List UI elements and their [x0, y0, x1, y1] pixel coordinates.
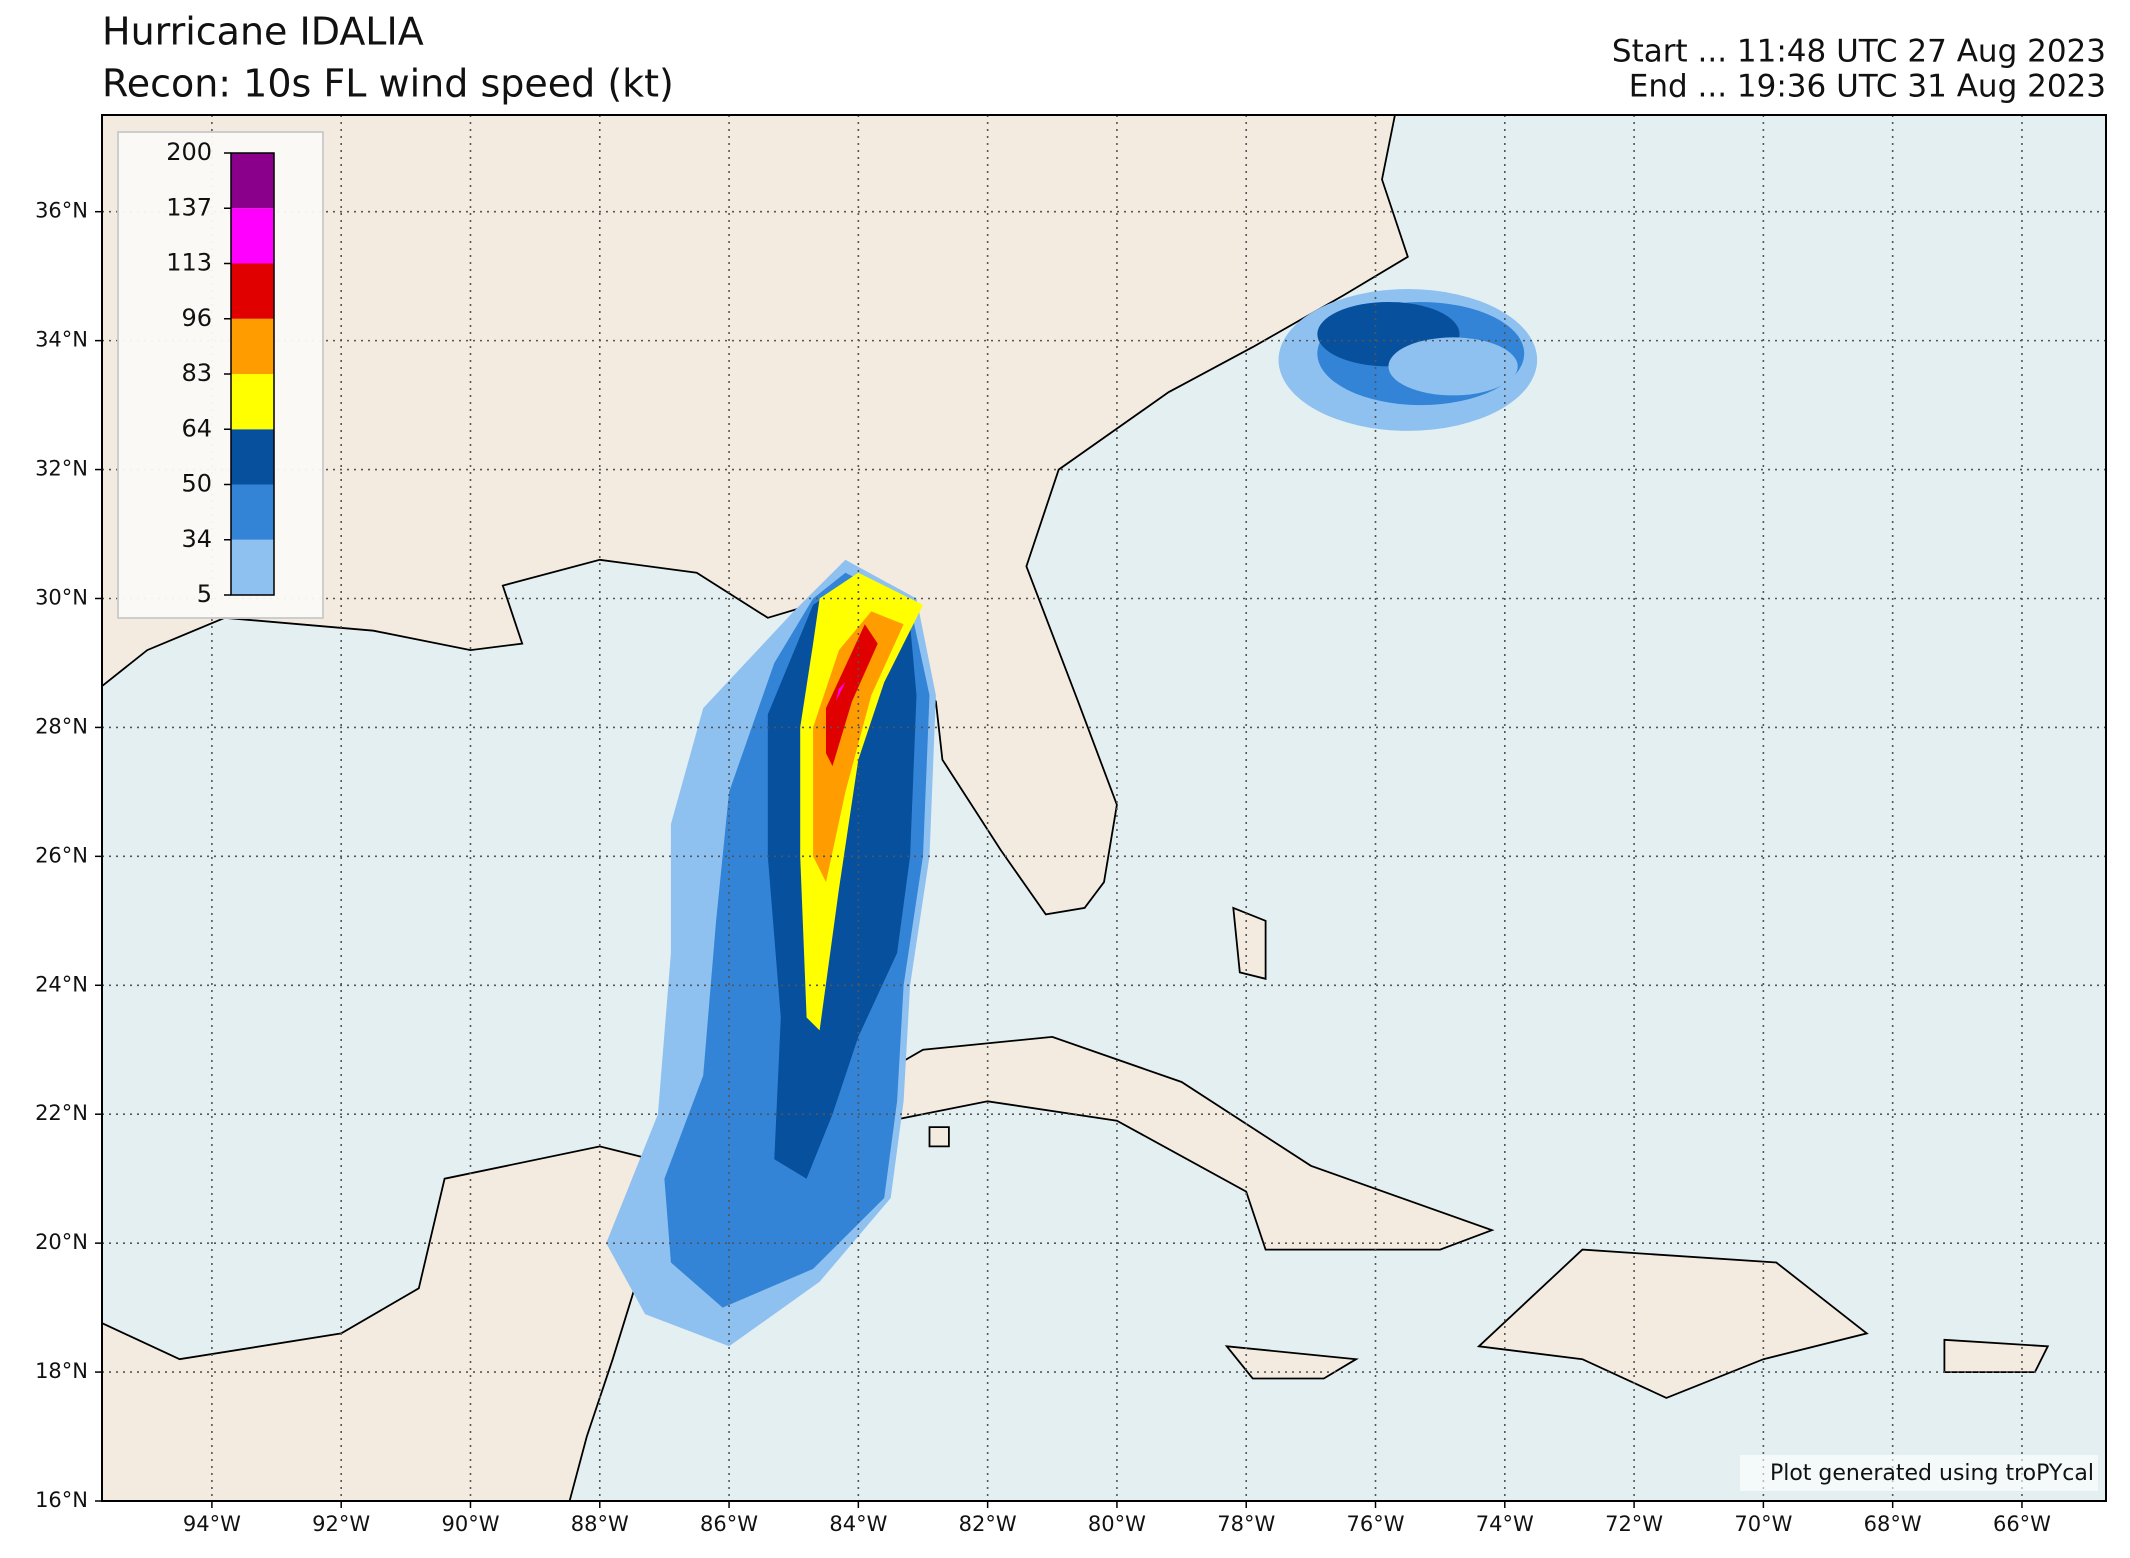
colorbar-label: 5	[197, 580, 212, 608]
lon-label: 84°W	[829, 1512, 887, 1536]
colorbar-label: 50	[181, 470, 212, 498]
lon-label: 82°W	[959, 1512, 1017, 1536]
colorbar-segment	[231, 208, 274, 264]
lon-label: 92°W	[312, 1512, 370, 1536]
lon-label: 94°W	[183, 1512, 241, 1536]
colorbar-segment	[231, 318, 274, 374]
lon-label: 86°W	[700, 1512, 758, 1536]
lat-label: 34°N	[35, 328, 88, 352]
colorbar-label: 64	[181, 414, 212, 442]
footer: Plot generated using troPYcal	[1770, 1461, 2094, 1486]
lat-label: 16°N	[35, 1488, 88, 1512]
lon-label: 68°W	[1864, 1512, 1922, 1536]
lat-label: 30°N	[35, 585, 88, 609]
colorbar-label: 137	[166, 193, 212, 221]
subtitle: Recon: 10s FL wind speed (kt)	[102, 62, 674, 106]
lon-label: 70°W	[1734, 1512, 1792, 1536]
colorbar-label: 96	[181, 304, 212, 332]
land	[1476, 1248, 1869, 1399]
land	[1943, 1338, 2050, 1373]
lat-label: 26°N	[35, 843, 88, 867]
lat-label: 36°N	[35, 199, 88, 223]
start-time: Start ... 11:48 UTC 27 Aug 2023	[1612, 34, 2106, 70]
lon-label: 74°W	[1476, 1512, 1534, 1536]
lat-label: 18°N	[35, 1359, 88, 1383]
land	[928, 1126, 950, 1148]
map-layer	[102, 115, 2050, 1501]
colorbar-label: 34	[181, 525, 212, 553]
lat-label: 20°N	[35, 1230, 88, 1254]
footer-bg	[1740, 1455, 2098, 1491]
colorbar-label: 200	[166, 138, 212, 166]
land	[797, 1035, 1495, 1251]
lon-label: 80°W	[1088, 1512, 1146, 1536]
lat-label: 28°N	[35, 714, 88, 738]
lon-label: 90°W	[441, 1512, 499, 1536]
colorbar-label: 113	[166, 249, 212, 277]
lon-label: 66°W	[1993, 1512, 2051, 1536]
colorbar-segment	[231, 429, 274, 485]
colorbar-segment	[231, 263, 274, 319]
colorbar-segment	[231, 484, 274, 540]
colorbar-segment	[231, 539, 274, 595]
wind-swath	[813, 611, 904, 883]
lon-label: 76°W	[1347, 1512, 1405, 1536]
end-time: End ... 19:36 UTC 31 Aug 2023	[1629, 69, 2106, 105]
colorbar-segment	[231, 153, 274, 209]
lon-label: 72°W	[1605, 1512, 1663, 1536]
lon-label: 78°W	[1217, 1512, 1275, 1536]
lat-label: 22°N	[35, 1101, 88, 1125]
map-frame	[101, 114, 2107, 1502]
lat-label: 24°N	[35, 972, 88, 996]
land	[1232, 906, 1267, 980]
colorbar-segment	[231, 374, 274, 430]
title: Hurricane IDALIA	[102, 10, 424, 54]
colorbar-label: 83	[181, 359, 212, 387]
wind-swath	[826, 624, 878, 767]
legend-box	[117, 131, 324, 619]
lat-label: 32°N	[35, 457, 88, 481]
land	[1224, 1345, 1359, 1380]
land	[102, 115, 1409, 916]
lon-label: 88°W	[571, 1512, 629, 1536]
wind-swath	[1388, 337, 1518, 396]
